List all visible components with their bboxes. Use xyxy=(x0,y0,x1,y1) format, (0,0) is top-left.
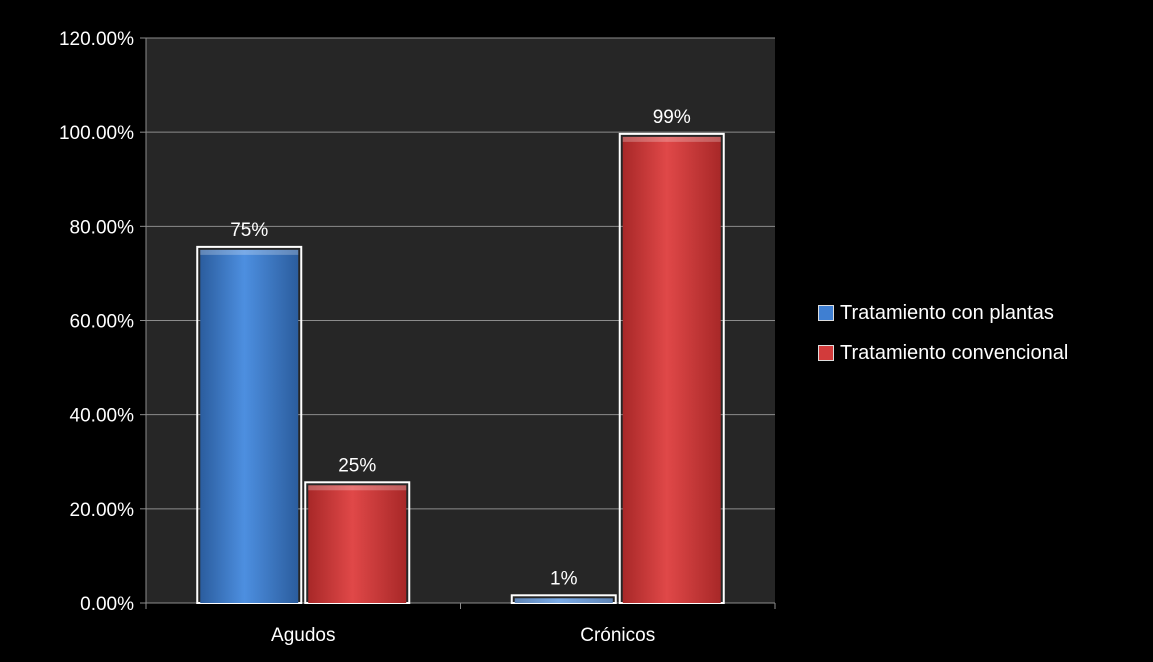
data-label: 75% xyxy=(230,220,268,241)
legend: Tratamiento con plantas Tratamiento conv… xyxy=(818,300,1068,380)
y-tick-label: 60.00% xyxy=(70,312,135,333)
data-label: 25% xyxy=(338,455,376,476)
x-category-label: Crónicos xyxy=(580,625,655,646)
data-label: 99% xyxy=(653,107,691,128)
legend-swatch-series-1 xyxy=(818,345,834,361)
bar xyxy=(514,598,613,603)
legend-item-series-0: Tratamiento con plantas xyxy=(818,300,1068,326)
y-tick-label: 0.00% xyxy=(80,594,134,615)
y-tick-label: 80.00% xyxy=(70,217,135,238)
data-label: 1% xyxy=(550,568,578,589)
y-tick-label: 40.00% xyxy=(70,406,135,427)
bar xyxy=(622,136,721,603)
bar-highlight xyxy=(622,136,721,142)
legend-item-series-1: Tratamiento convencional xyxy=(818,340,1068,366)
legend-swatch-series-0 xyxy=(818,305,834,321)
y-tick-label: 20.00% xyxy=(70,500,135,521)
y-tick-label: 100.00% xyxy=(59,123,134,144)
x-category-label: Agudos xyxy=(271,625,335,646)
bar-highlight xyxy=(308,485,407,491)
y-tick-label: 120.00% xyxy=(59,29,134,50)
legend-label-series-0: Tratamiento con plantas xyxy=(840,301,1054,324)
bar xyxy=(200,249,299,603)
bar-highlight xyxy=(200,249,299,255)
legend-label-series-1: Tratamiento convencional xyxy=(840,341,1069,364)
bar xyxy=(308,485,407,603)
bar-highlight xyxy=(514,598,613,603)
